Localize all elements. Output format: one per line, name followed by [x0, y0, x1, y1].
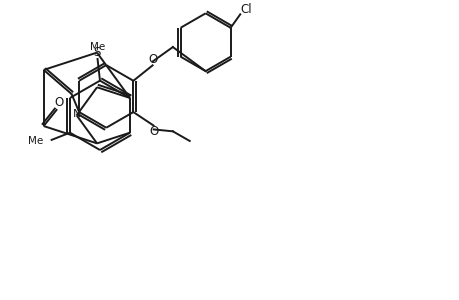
Text: O: O	[54, 96, 63, 109]
Text: S: S	[93, 46, 101, 59]
Text: O: O	[148, 52, 157, 66]
Text: Me: Me	[28, 136, 43, 146]
Text: Me: Me	[90, 42, 106, 52]
Text: Cl: Cl	[240, 3, 252, 16]
Text: N: N	[73, 110, 81, 119]
Text: O: O	[149, 125, 158, 138]
